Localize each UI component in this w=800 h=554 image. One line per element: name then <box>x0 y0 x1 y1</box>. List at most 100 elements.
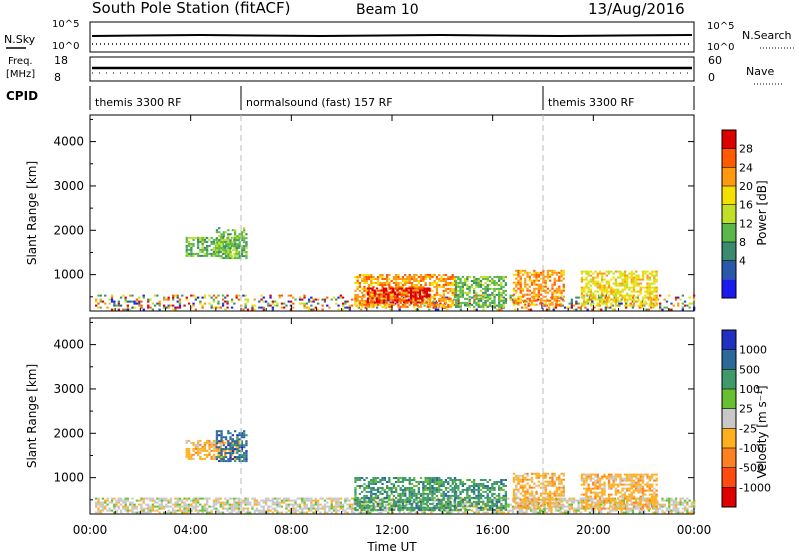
data-cell <box>238 460 241 463</box>
data-cell <box>174 497 177 500</box>
data-cell <box>683 304 687 307</box>
data-cell <box>451 487 454 489</box>
data-cell <box>526 293 529 296</box>
data-cell <box>405 295 408 298</box>
data-cell <box>517 295 520 298</box>
data-cell <box>190 453 193 456</box>
data-cell <box>526 490 529 493</box>
data-cell <box>367 285 371 288</box>
data-cell <box>399 498 402 501</box>
data-cell <box>365 487 368 489</box>
data-cell <box>197 296 200 299</box>
data-cell <box>612 294 615 297</box>
data-cell <box>397 485 400 487</box>
data-cell <box>319 507 322 510</box>
data-cell <box>296 505 299 508</box>
data-cell <box>600 503 603 506</box>
data-cell <box>644 296 647 299</box>
data-cell <box>693 294 696 297</box>
data-cell <box>194 445 197 448</box>
data-cell <box>493 502 496 505</box>
data-cell <box>426 479 429 481</box>
data-cell <box>648 278 651 281</box>
data-cell <box>367 276 371 278</box>
data-cell <box>570 300 573 303</box>
data-cell <box>335 509 338 512</box>
data-cell <box>592 292 595 295</box>
data-cell <box>366 301 370 304</box>
data-cell <box>454 276 458 278</box>
data-cell <box>224 243 228 246</box>
data-cell <box>227 249 230 252</box>
data-cell <box>640 511 644 514</box>
data-cell <box>528 303 531 306</box>
data-cell <box>659 507 662 510</box>
data-cell <box>414 295 417 298</box>
data-cell <box>587 294 590 297</box>
data-cell <box>185 250 188 253</box>
data-cell <box>348 499 351 502</box>
data-cell <box>609 511 612 514</box>
data-cell <box>399 496 402 499</box>
data-cell <box>142 294 145 297</box>
data-cell <box>298 511 302 514</box>
data-cell <box>397 494 400 497</box>
data-cell <box>298 302 302 305</box>
data-cell <box>416 297 419 300</box>
data-cell <box>260 511 263 514</box>
data-cell <box>475 293 478 296</box>
data-cell <box>240 444 243 447</box>
data-cell <box>212 252 216 255</box>
data-cell <box>540 293 543 296</box>
data-cell <box>426 483 429 485</box>
data-cell <box>386 303 389 306</box>
data-cell <box>390 487 393 489</box>
data-cell <box>142 509 145 512</box>
data-cell <box>457 500 460 503</box>
data-cell <box>477 509 481 512</box>
data-cell <box>475 504 478 507</box>
data-cell <box>396 287 399 290</box>
data-cell <box>221 240 225 243</box>
data-cell <box>405 287 408 290</box>
data-cell <box>245 458 248 461</box>
data-cell <box>235 505 238 508</box>
data-cell <box>447 287 450 290</box>
data-cell <box>493 504 496 507</box>
data-cell <box>477 299 480 302</box>
data-cell <box>512 297 516 300</box>
data-cell <box>335 302 338 305</box>
data-cell <box>652 298 655 301</box>
data-cell <box>356 287 359 290</box>
data-cell <box>354 494 357 497</box>
data-cell <box>312 308 315 311</box>
data-cell <box>582 499 585 502</box>
data-cell <box>618 302 621 305</box>
data-cell <box>528 494 531 497</box>
data-cell <box>197 453 200 456</box>
data-cell <box>486 511 490 514</box>
data-cell <box>607 270 611 273</box>
data-cell <box>495 504 498 507</box>
data-cell <box>470 490 474 493</box>
data-cell <box>418 295 422 298</box>
data-cell <box>147 503 150 506</box>
data-cell <box>544 285 547 288</box>
data-cell <box>645 308 648 311</box>
data-cell <box>447 297 450 300</box>
data-cell <box>544 488 547 491</box>
data-cell <box>464 297 467 300</box>
data-cell <box>655 274 658 277</box>
data-cell <box>635 278 638 281</box>
data-cell <box>614 290 617 293</box>
data-cell <box>553 269 556 272</box>
data-cell <box>363 487 366 489</box>
data-cell <box>415 289 418 292</box>
data-cell <box>388 479 391 481</box>
data-cell <box>521 273 525 276</box>
data-cell <box>528 492 531 495</box>
data-cell <box>372 487 375 489</box>
data-cell <box>457 502 460 505</box>
data-cell <box>570 507 573 510</box>
